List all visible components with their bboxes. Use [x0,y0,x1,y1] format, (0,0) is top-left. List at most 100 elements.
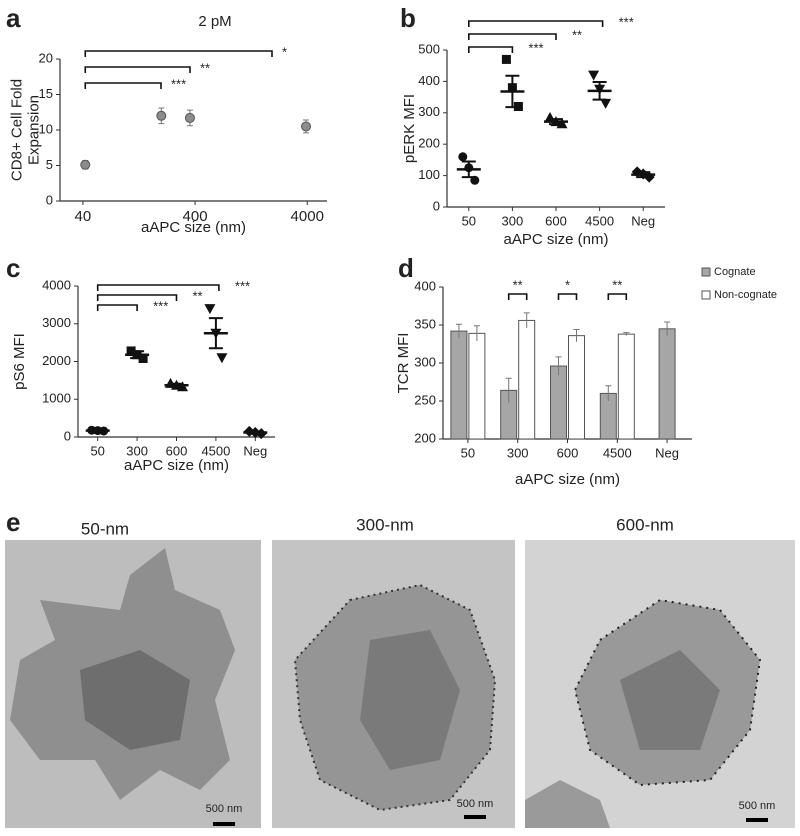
y-tick-label: 0 [46,192,53,207]
bar [568,335,585,440]
panel-letter: b [400,3,416,33]
significance-label: ** [513,277,523,292]
data-point [600,98,612,109]
error-bar [549,118,563,126]
y-axis-label: TCR MFI [395,333,412,394]
scale-bar [746,818,768,822]
data-point [156,110,167,121]
error-bar [573,329,580,342]
x-axis-label: aAPC size (nm) [141,219,246,236]
error-bar [248,430,263,435]
significance-bracket [96,284,220,291]
significance-bracket [96,294,178,301]
y-tick-label: 400 [414,278,436,293]
panel-letter: a [6,3,21,33]
bar [468,332,486,440]
significance-bracket [84,50,273,57]
legend-swatch [701,290,711,300]
error-bar [473,325,480,341]
y-axis-label: CD8+ Cell Fold [8,79,25,181]
x-tick-label: Neg [631,213,655,228]
legend-swatch [701,267,711,277]
significance-bracket [468,20,604,27]
image-title: 50-nm [81,519,129,538]
y-tick-label: 500 [418,41,440,56]
x-tick-label: 50 [461,445,475,460]
x-tick-label: Neg [655,445,679,460]
y-tick-label: 250 [414,392,436,407]
panel-letter: d [398,253,414,283]
error-bar [523,312,530,329]
y-axis-label: pS6 MFI [11,333,28,390]
significance-label: *** [619,14,634,29]
y-tick-label: 0 [433,198,440,213]
significance-label: *** [528,40,543,55]
nucleus [620,650,720,750]
data-point [588,70,600,81]
error-bar [130,350,145,360]
chart-panel: d TCR MFI aAPC size (nm) 200 250 300 350 400 50 3… [395,253,777,488]
tem-image: 500 nm 300-nm [272,515,515,828]
y-axis-label: pERK MFI [401,94,418,163]
error-bar [623,332,630,336]
scale-label: 500 nm [739,800,776,812]
x-axis-label: aAPC size (nm) [503,231,608,248]
significance-label: *** [235,278,250,293]
y-tick-label: 400 [418,73,440,88]
significance-bracket [468,46,514,53]
panel-e: e 500 nm 50-nm 500 nm 300-nm 500 nm 600-… [5,507,795,828]
chart-title: 2 pM [198,13,231,30]
data-point [204,304,216,315]
bar [550,365,567,440]
x-tick-label: 300 [126,443,148,458]
data-point [216,353,228,364]
y-tick-label: 4000 [42,277,71,292]
y-tick-label: 3000 [42,315,71,330]
x-tick-label: 400 [183,208,208,225]
error-bar [169,382,184,388]
x-tick-label: 4000 [291,208,324,225]
error-bar [605,385,612,401]
x-tick-label: 300 [502,213,524,228]
significance-label: ** [612,277,622,292]
y-tick-label: 0 [64,428,71,443]
significance-bracket [84,66,191,73]
x-axis-label: aAPC size (nm) [124,457,229,474]
y-tick-label: 100 [418,167,440,182]
data-point [501,54,511,64]
y-tick-label: 350 [414,316,436,331]
error-bar [455,323,462,338]
significance-bracket [557,293,578,300]
significance-label: * [282,44,287,59]
x-tick-label: 4500 [201,443,230,458]
error-bar [461,160,476,179]
x-tick-label: 50 [90,443,104,458]
error-bar [505,74,520,109]
panel-letter: c [6,253,20,283]
x-tick-label: 300 [507,445,529,460]
chart-panel: a 2 pM CD8+ Cell Fold Expansion aAPC size (n… [6,3,327,236]
significance-label: *** [171,76,186,91]
chart-panel: c pS6 MFI aAPC size (nm) 0 1000 2000 3000 4000 5… [6,253,275,474]
y-axis-label: Expansion [25,95,42,165]
significance-label: ** [200,60,210,75]
scale-bar [464,815,486,819]
nucleus [360,630,460,770]
scale-label: 500 nm [457,798,494,810]
y-tick-label: 200 [414,430,436,445]
y-tick-label: 1000 [42,391,71,406]
error-bar [505,377,512,403]
scale-label: 500 nm [206,803,243,815]
y-tick-label: 15 [39,86,53,101]
error-bar [664,321,671,336]
x-tick-label: 50 [462,213,476,228]
panel-letter: e [6,507,20,537]
data-point [184,112,195,123]
significance-bracket [507,293,528,300]
data-point [458,152,468,162]
significance-bracket [607,293,628,300]
image-title: 600-nm [616,515,674,534]
chart-panel: b pERK MFI aAPC size (nm) 0 100 200 300 400 500 5… [400,3,665,248]
bar [658,328,676,440]
